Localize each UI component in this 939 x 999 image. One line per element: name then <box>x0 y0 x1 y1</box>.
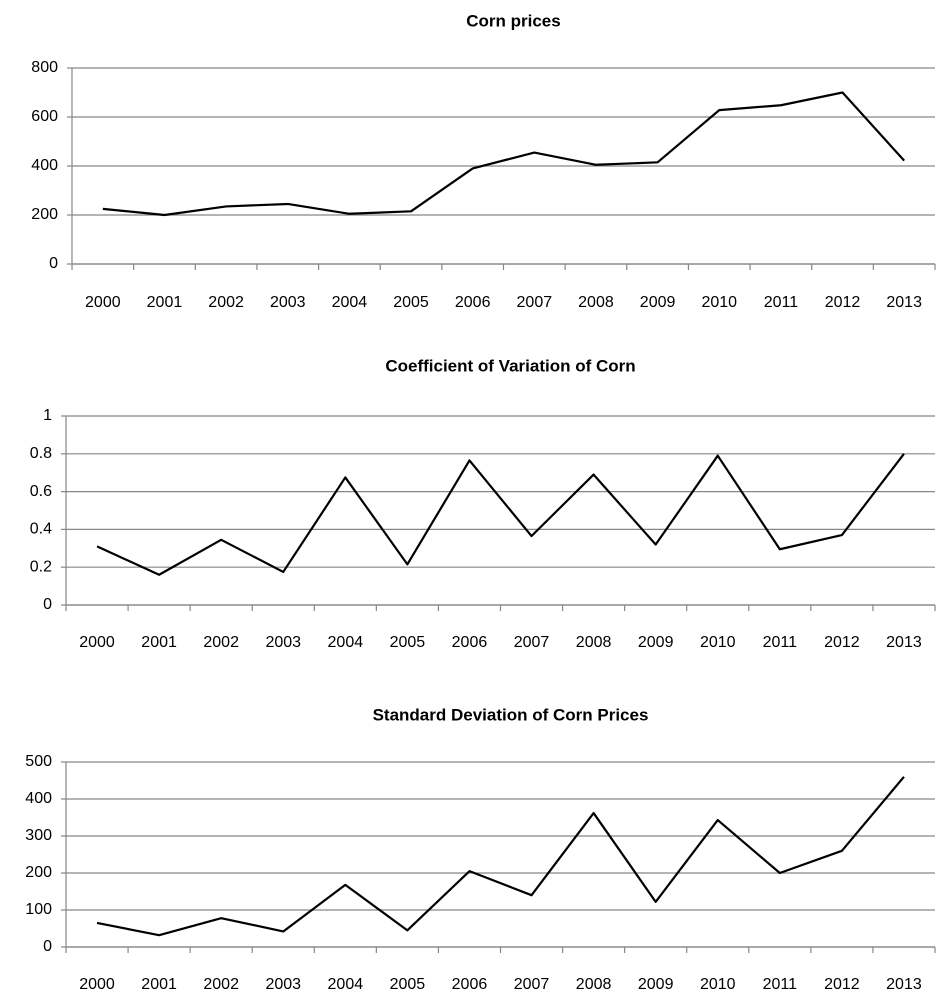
x-tick-label: 2012 <box>824 976 860 993</box>
x-tick-label: 2007 <box>514 976 550 993</box>
x-tick-label: 2004 <box>332 294 368 311</box>
x-tick-label: 2008 <box>578 294 614 311</box>
y-tick-label: 800 <box>31 59 58 76</box>
x-tick-label: 2006 <box>455 294 491 311</box>
x-tick-label: 2004 <box>328 634 364 651</box>
x-tick-label: 2001 <box>141 976 177 993</box>
chart-title: Corn prices <box>466 11 560 30</box>
y-tick-label: 0.2 <box>30 558 52 575</box>
x-tick-label: 2001 <box>141 634 177 651</box>
chart-title: Coefficient of Variation of Corn <box>385 356 635 375</box>
y-tick-label: 400 <box>25 790 52 807</box>
x-tick-label: 2004 <box>328 976 364 993</box>
x-tick-label: 2010 <box>700 634 736 651</box>
x-tick-label: 2012 <box>825 294 861 311</box>
y-tick-label: 600 <box>31 108 58 125</box>
x-tick-label: 2013 <box>886 294 922 311</box>
x-tick-label: 2013 <box>886 976 922 993</box>
y-tick-label: 300 <box>25 827 52 844</box>
y-tick-label: 1 <box>43 407 52 424</box>
x-tick-label: 2002 <box>203 634 239 651</box>
x-tick-label: 2000 <box>79 634 115 651</box>
y-tick-label: 0 <box>49 255 58 272</box>
x-tick-label: 2010 <box>700 976 736 993</box>
x-tick-label: 2011 <box>764 294 799 311</box>
x-tick-label: 2006 <box>452 976 488 993</box>
x-tick-label: 2005 <box>390 976 426 993</box>
y-tick-label: 200 <box>25 864 52 881</box>
x-tick-label: 2005 <box>393 294 429 311</box>
y-tick-label: 0 <box>43 596 52 613</box>
x-tick-label: 2000 <box>85 294 121 311</box>
chart-title: Standard Deviation of Corn Prices <box>373 705 649 724</box>
data-line <box>96 776 905 937</box>
y-tick-label: 400 <box>31 157 58 174</box>
x-tick-label: 2008 <box>576 634 612 651</box>
x-tick-label: 2002 <box>208 294 244 311</box>
x-tick-label: 2011 <box>763 634 798 651</box>
data-line <box>96 453 905 576</box>
x-tick-label: 2005 <box>390 634 426 651</box>
x-tick-label: 2010 <box>701 294 737 311</box>
x-tick-label: 2003 <box>265 634 301 651</box>
x-tick-label: 2008 <box>576 976 612 993</box>
x-tick-label: 2011 <box>763 976 798 993</box>
y-tick-label: 0.6 <box>30 483 52 500</box>
x-tick-label: 2013 <box>886 634 922 651</box>
x-tick-label: 2007 <box>517 294 553 311</box>
y-tick-label: 0.8 <box>30 445 52 462</box>
x-tick-label: 2009 <box>638 634 674 651</box>
x-tick-label: 2001 <box>147 294 183 311</box>
y-tick-label: 500 <box>25 753 52 770</box>
y-tick-label: 0 <box>43 938 52 955</box>
x-tick-label: 2000 <box>79 976 115 993</box>
x-tick-label: 2006 <box>452 634 488 651</box>
x-tick-label: 2012 <box>824 634 860 651</box>
y-tick-label: 200 <box>31 206 58 223</box>
x-tick-label: 2003 <box>270 294 306 311</box>
x-tick-label: 2007 <box>514 634 550 651</box>
x-tick-label: 2009 <box>638 976 674 993</box>
y-tick-label: 0.4 <box>30 521 52 538</box>
y-tick-label: 100 <box>25 901 52 918</box>
data-line <box>102 91 905 217</box>
x-tick-label: 2002 <box>203 976 239 993</box>
x-tick-label: 2009 <box>640 294 676 311</box>
x-tick-label: 2003 <box>265 976 301 993</box>
